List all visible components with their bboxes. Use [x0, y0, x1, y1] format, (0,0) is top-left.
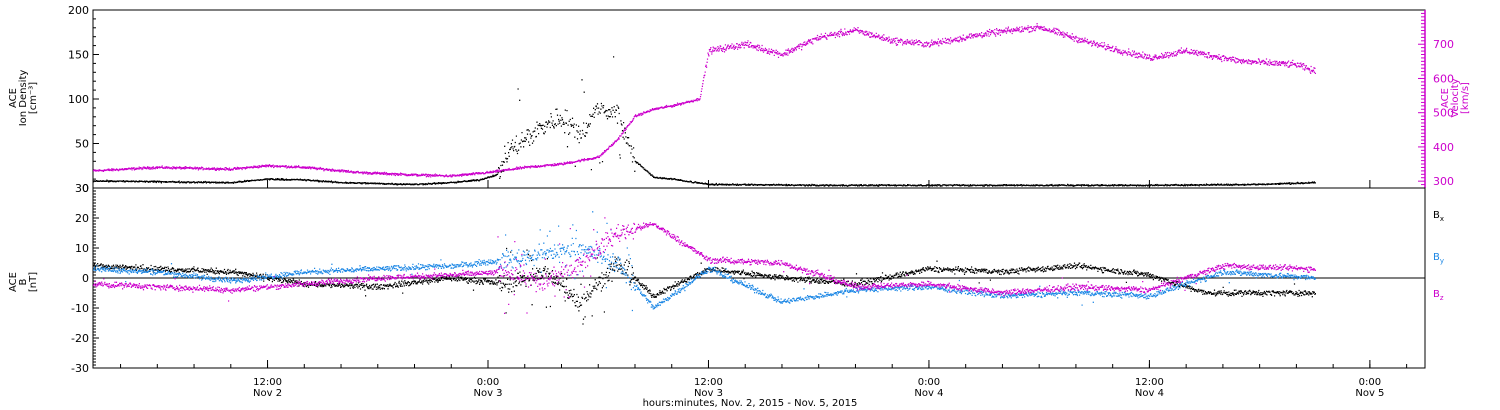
date-tick-label: Nov 2 [253, 388, 282, 399]
b-axis-label: B [18, 278, 29, 285]
by-series [93, 211, 1316, 312]
top-panel-frame [92, 9, 1426, 189]
legend-bz: Bz [1433, 289, 1444, 302]
date-tick-label: Nov 4 [1135, 388, 1164, 399]
time-tick-label: 0:00 [1359, 377, 1381, 388]
velocity-series [93, 23, 1316, 178]
b-tick-label: 20 [75, 212, 89, 225]
time-tick-label: 12:00 [694, 377, 723, 388]
time-tick-label: 0:00 [477, 377, 499, 388]
bx-series [93, 228, 1316, 325]
density-tick-label: 50 [75, 138, 89, 151]
b-tick-label: 10 [75, 242, 89, 255]
legend-bx: Bx [1433, 210, 1444, 223]
velocity-tick-label: 400 [1433, 141, 1454, 154]
density-series [93, 56, 1316, 187]
date-tick-label: Nov 3 [473, 388, 502, 399]
time-tick-label: 12:00 [253, 377, 282, 388]
density-axis-label: [cm⁻³] [28, 82, 39, 114]
velocity-tick-label: 500 [1433, 107, 1454, 120]
b-tick-label: -30 [71, 362, 89, 375]
density-tick-label: 100 [68, 93, 89, 106]
density-axis-label: ACE [8, 88, 19, 108]
legend-by: By [1433, 252, 1444, 265]
velocity-axis-label: Velocity [1450, 78, 1461, 117]
b-axis-label: [nT] [28, 272, 39, 292]
time-tick-label: 0:00 [918, 377, 940, 388]
date-tick-label: Nov 4 [914, 388, 943, 399]
bz-series-points [93, 217, 1316, 315]
b-axis-label: ACE [8, 272, 19, 292]
bz-series [93, 217, 1316, 315]
b-tick-label: -20 [71, 332, 89, 345]
b-tick-label: -10 [71, 302, 89, 315]
density-series-points [93, 56, 1316, 187]
density-tick-label: 150 [68, 49, 89, 62]
b-tick-label: 30 [75, 182, 89, 195]
bx-series-points [93, 228, 1316, 325]
velocity-axis-label: ACE [1440, 88, 1451, 108]
velocity-tick-label: 700 [1433, 38, 1454, 51]
velocity-tick-label: 600 [1433, 72, 1454, 85]
density-axis-label: Ion Density [18, 70, 29, 127]
velocity-tick-label: 300 [1433, 175, 1454, 188]
velocity-axis-label: [km/s] [1460, 82, 1471, 114]
by-series-points [93, 211, 1316, 312]
date-tick-label: Nov 5 [1355, 388, 1384, 399]
x-axis-label: hours:minutes, Nov. 2, 2015 - Nov. 5, 20… [643, 398, 858, 409]
velocity-series-points [93, 23, 1316, 178]
density-tick-label: 200 [68, 4, 89, 17]
time-tick-label: 12:00 [1135, 377, 1164, 388]
date-tick-label: Nov 3 [694, 388, 723, 399]
density-tick-label: 0 [82, 182, 89, 195]
b-tick-label: 0 [82, 272, 89, 285]
bottom-panel-magnetic-field: -30 -20 -10 0 10 20 30 ACE B [nT] Bx By Bz [8, 182, 1444, 375]
